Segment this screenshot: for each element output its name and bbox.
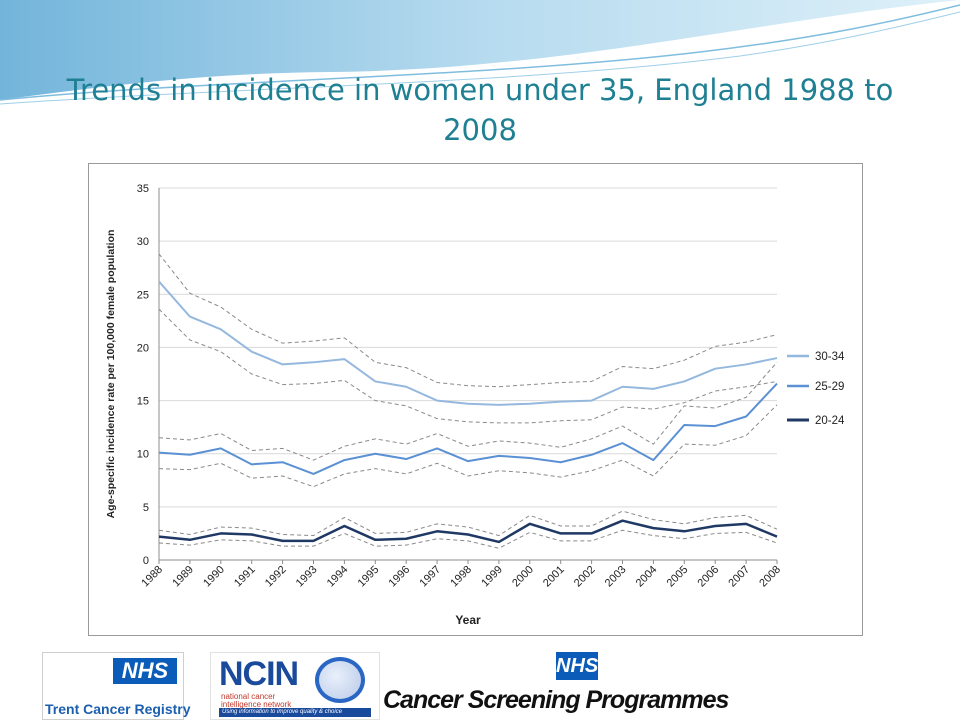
x-tick-label: 2002 [572, 564, 598, 590]
x-tick-label: 1989 [170, 564, 196, 590]
x-tick-label: 1997 [417, 564, 443, 590]
x-tick-label: 1999 [479, 564, 505, 590]
chart-frame: 0 5 10 15 20 25 30 35 1988 1989 1990 1991 1992 1993 19… [88, 163, 863, 636]
ci-lower-line-25-29 [158, 404, 778, 488]
globe-icon [315, 657, 365, 703]
ncin-subtitle: national cancer intelligence network [221, 693, 291, 709]
x-axis-title: Year [455, 613, 481, 627]
x-tick-label: 1996 [387, 564, 413, 590]
trent-cancer-registry-logo: NHS Trent Cancer Registry [42, 652, 191, 720]
x-tick-label: 1993 [294, 564, 320, 590]
nhs-logo-icon: NHS [556, 652, 598, 680]
x-tick-label: 2008 [757, 564, 783, 590]
x-tick-label: 1995 [356, 564, 382, 590]
x-tick-label: 2006 [696, 564, 722, 590]
y-tick-label: 35 [137, 183, 149, 195]
y-tick-label: 5 [143, 502, 149, 514]
ncin-logo: NCIN national cancer intelligence networ… [210, 652, 380, 720]
ncin-subtitle-line-1: national cancer [221, 692, 276, 701]
trent-cancer-registry-label: Trent Cancer Registry [45, 701, 191, 717]
x-tick-label: 2005 [665, 564, 691, 590]
x-tick-label: 2000 [510, 564, 536, 590]
y-tick-label: 25 [137, 289, 149, 301]
x-tick-label: 1994 [325, 564, 351, 590]
ncin-tagline: Using information to improve quality & c… [219, 708, 371, 717]
x-tick-label: 2004 [634, 564, 660, 590]
y-tick-label: 10 [137, 449, 149, 461]
ci-upper-line-20-24 [158, 510, 778, 537]
legend-label: 25-29 [815, 381, 844, 393]
cancer-screening-programmes-label: Cancer Screening Programmes [383, 686, 729, 714]
x-tick-label: 2001 [541, 564, 567, 590]
y-tick-label: 30 [137, 236, 149, 248]
ci-upper-line-30-34 [158, 253, 778, 388]
header-swoosh [0, 0, 960, 105]
y-tick-label: 15 [137, 396, 149, 408]
x-tick-label: 1998 [448, 564, 474, 590]
ci-lower-line-20-24 [158, 529, 778, 549]
legend-label: 30-34 [815, 351, 845, 363]
nhs-logo-icon: NHS [113, 658, 177, 684]
y-axis-title: Age-specific incidence rate per 100,000 … [105, 230, 117, 519]
series-line-30-34 [158, 280, 778, 406]
ncin-subtitle-line-2: intelligence network [221, 700, 292, 709]
series-line-25-29 [158, 382, 778, 475]
x-tick-label: 1990 [201, 564, 227, 590]
y-tick-label: 20 [137, 342, 149, 354]
x-tick-label: 1992 [263, 564, 289, 590]
slide-title: Trends in incidence in women under 35, E… [66, 73, 894, 147]
x-tick-label: 1991 [232, 564, 258, 590]
x-tick-label: 2007 [726, 564, 752, 590]
x-tick-label: 2003 [603, 564, 629, 590]
y-tick-label: 0 [143, 555, 149, 567]
x-tick-label: 1988 [139, 564, 165, 590]
ncin-wordmark: NCIN [219, 655, 299, 693]
legend-label: 20-24 [815, 415, 845, 427]
ci-upper-line-25-29 [158, 361, 778, 461]
